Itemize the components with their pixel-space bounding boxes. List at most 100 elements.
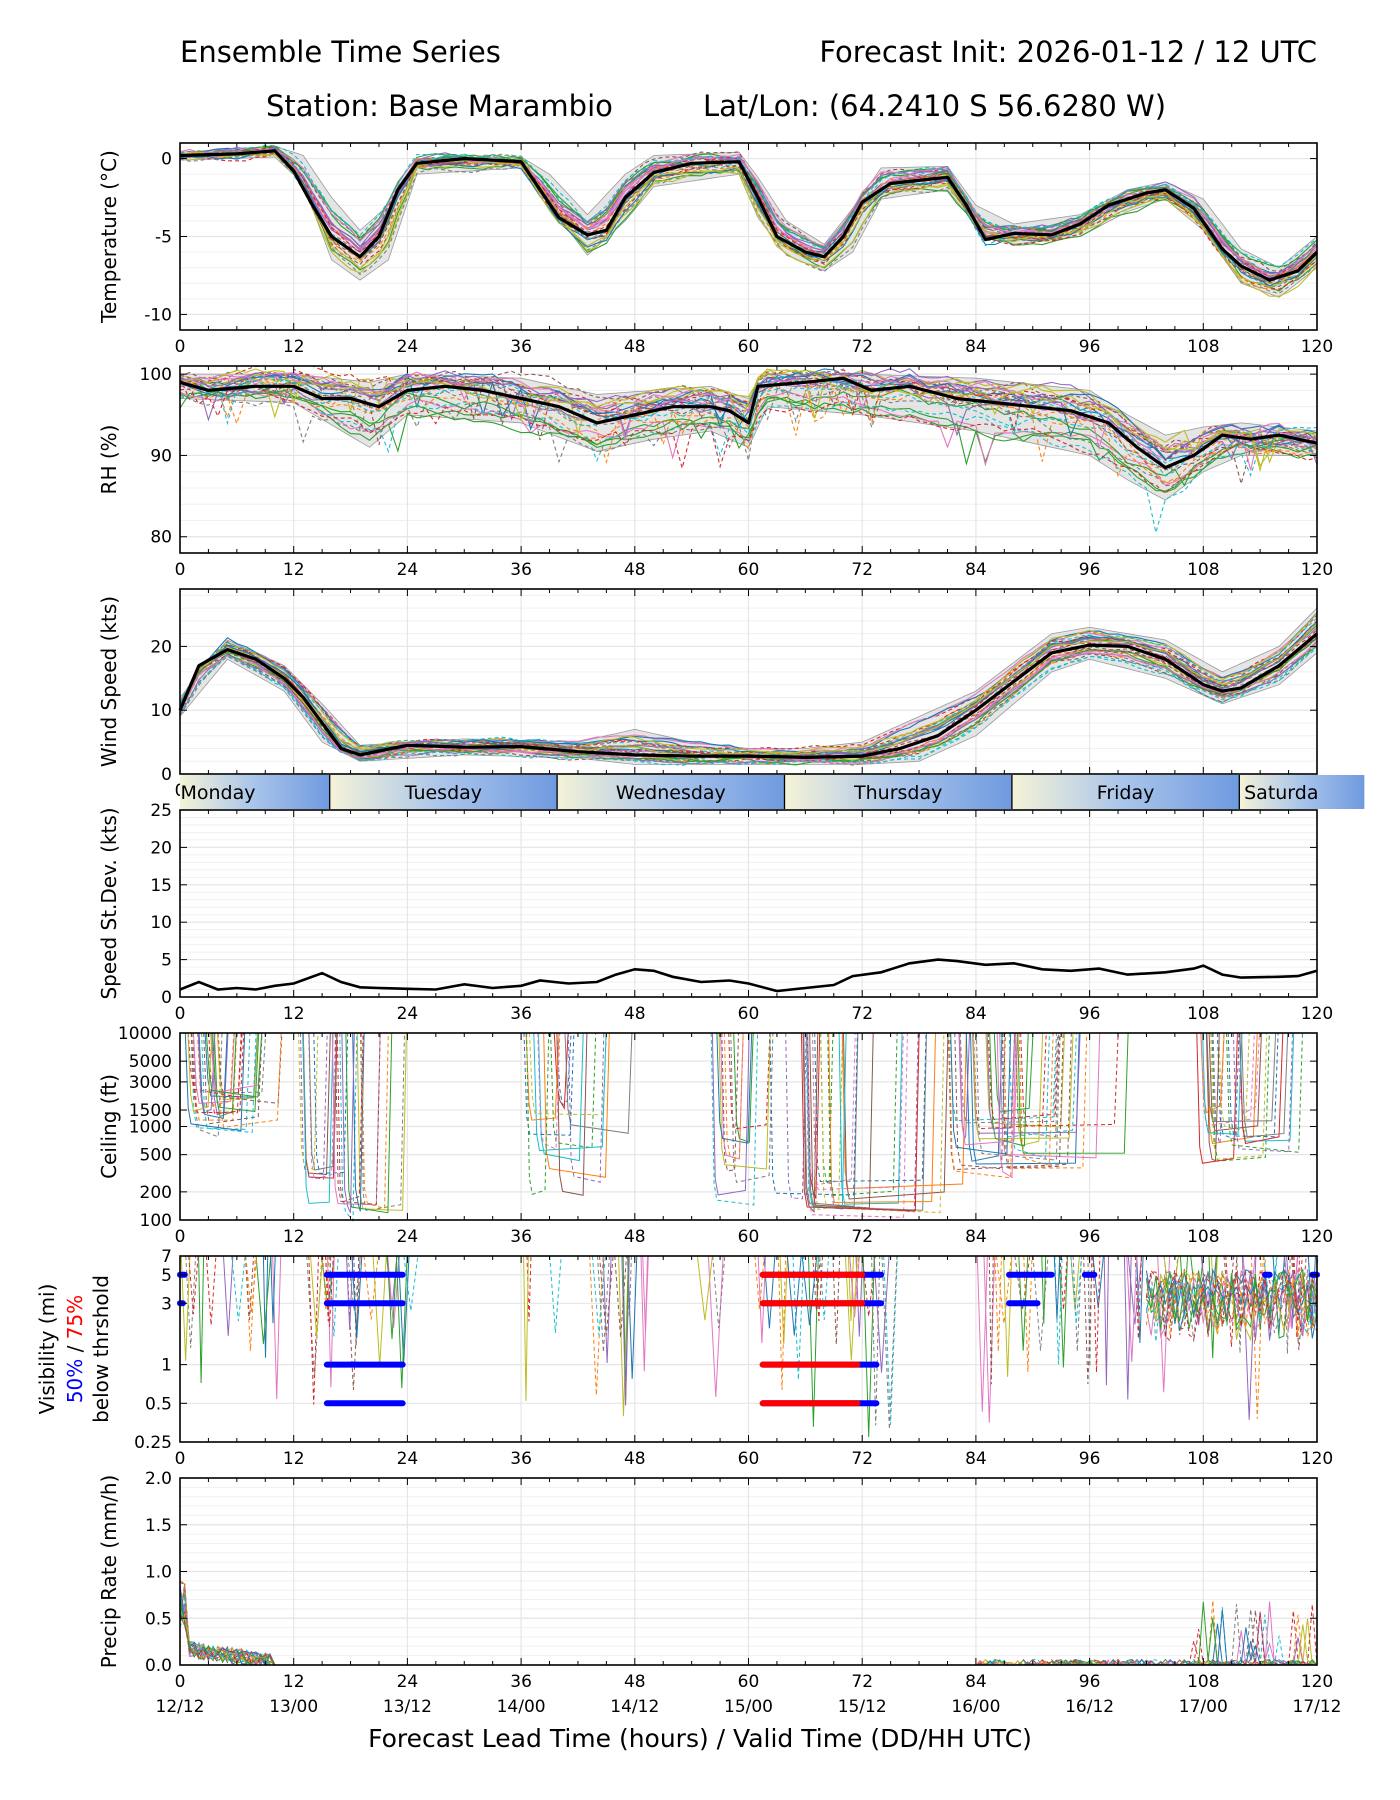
visibility-member-line <box>231 1255 246 1322</box>
rh-member-line <box>179 368 1318 464</box>
day-label: Saturda <box>1244 782 1318 804</box>
visibility-member-line <box>862 1255 875 1438</box>
ceiling-member-line <box>1218 1032 1250 1132</box>
legend-75: 75% <box>63 1295 87 1339</box>
visibility-member-line <box>883 1255 898 1425</box>
visibility-member-line <box>1145 1268 1318 1339</box>
ceiling-member-line <box>838 1032 903 1205</box>
visibility-member-line <box>754 1255 765 1310</box>
stdev-x-tick-label: 84 <box>965 1004 987 1024</box>
day-segment <box>329 775 558 809</box>
visibility-member-line <box>1018 1255 1029 1351</box>
visibility-member-line <box>185 1255 197 1349</box>
visibility-member-line <box>712 1255 726 1329</box>
temperature-member-line <box>179 148 1318 279</box>
visibility-member-line <box>346 1255 354 1330</box>
ceiling-member-line <box>198 1032 228 1120</box>
temperature-y-tick-label: -10 <box>144 305 172 325</box>
visibility-member-line <box>549 1255 562 1333</box>
wind-member-line <box>179 645 1318 766</box>
visibility-x-tick-label: 72 <box>851 1449 873 1469</box>
visibility-y-tick-label: 3 <box>161 1294 172 1314</box>
ceiling-member-line <box>809 1032 874 1209</box>
temperature-y-tick-label: -5 <box>155 228 172 248</box>
ceiling-member-line <box>1020 1032 1119 1127</box>
temperature-member-line <box>179 151 1318 288</box>
stdev-x-tick-label: 24 <box>397 1004 419 1024</box>
visibility-member-line <box>1041 1255 1047 1324</box>
temperature-x-tick-label: 72 <box>851 337 873 357</box>
ceiling-x-tick-label: 0 <box>175 1227 186 1247</box>
wind-mean-line <box>178 632 1319 759</box>
visibility-member-line <box>1053 1255 1061 1320</box>
visibility-legend: 50% / 75% <box>63 1295 87 1403</box>
rh-member-line <box>179 374 1318 477</box>
day-label: Wednesday <box>616 782 726 804</box>
wind-member-line <box>179 644 1318 766</box>
visibility-member-line <box>327 1255 335 1388</box>
valid-time-label: 17/00 <box>1179 1697 1228 1717</box>
temperature-x-tick-label: 12 <box>283 337 305 357</box>
visibility-member-line <box>792 1255 805 1380</box>
valid-time-label: 16/00 <box>951 1697 1000 1717</box>
ceiling-y-tick-label: 5000 <box>129 1052 172 1072</box>
visibility-member-line <box>1136 1255 1144 1344</box>
rh-member-line <box>179 385 1318 495</box>
ceiling-member-line <box>1014 1032 1060 1138</box>
ceiling-member-line <box>526 1032 550 1195</box>
ceiling-member-line <box>361 1032 389 1210</box>
visibility-member-line <box>1145 1270 1318 1339</box>
precip-y-tick-label: 0.5 <box>145 1609 172 1629</box>
stdev-x-tick-label: 108 <box>1187 1004 1219 1024</box>
ceiling-x-tick-label: 24 <box>397 1227 419 1247</box>
visibility-member-line <box>614 1255 627 1338</box>
ceiling-member-line <box>537 1032 561 1150</box>
ceiling-member-line <box>989 1032 1029 1147</box>
visibility-member-line <box>1123 1255 1132 1400</box>
ceiling-member-line <box>1008 1032 1050 1159</box>
visibility-member-line <box>1103 1255 1109 1386</box>
temperature-x-tick-label: 60 <box>738 337 760 357</box>
visibility-member-line <box>976 1255 988 1412</box>
visibility-member-line <box>1092 1255 1101 1373</box>
visibility-member-line <box>786 1255 802 1336</box>
visibility-member-line <box>395 1255 408 1389</box>
ceiling-member-line <box>217 1032 259 1101</box>
rh-member-line <box>179 386 1318 492</box>
stdev-x-tick-label: 60 <box>738 1004 760 1024</box>
day-segment <box>784 775 1012 809</box>
valid-time-label: 14/12 <box>610 1697 659 1717</box>
figure-title: Ensemble Time Series <box>180 35 501 69</box>
visibility-member-line <box>351 1255 363 1339</box>
stdev-x-tick-label: 120 <box>1301 1004 1333 1024</box>
ceiling-member-line <box>360 1032 405 1212</box>
visibility-x-tick-label: 12 <box>283 1449 305 1469</box>
valid-time-label: 15/00 <box>724 1697 773 1717</box>
visibility-member-line <box>627 1255 638 1379</box>
visibility-x-tick-label: 24 <box>397 1449 419 1469</box>
precip-panel: 0 12 24 36 48 60 72 84 96 108 120 0.0 0.5 1.0 1.5 2.0 Pr… <box>97 1469 1333 1692</box>
visibility-member-line <box>386 1255 398 1340</box>
visibility-y-tick-label: 0.25 <box>134 1433 172 1453</box>
stdev-x-tick-label: 12 <box>283 1004 305 1024</box>
ceiling-member-line <box>996 1032 1017 1179</box>
visibility-member-line <box>180 1255 191 1361</box>
visibility-member-line <box>308 1255 319 1405</box>
visibility-member-line <box>1145 1268 1318 1340</box>
ceiling-y-tick-label: 1000 <box>129 1118 172 1138</box>
visibility-member-line <box>1058 1255 1068 1368</box>
ceiling-member-line <box>721 1032 739 1172</box>
ceiling-member-line <box>197 1032 235 1109</box>
temperature-member-line <box>179 148 1318 287</box>
valid-time-label: 17/12 <box>1293 1697 1342 1717</box>
stdev-line <box>179 958 1318 993</box>
ceiling-member-line <box>827 1032 898 1197</box>
day-label: Tuesday <box>404 782 482 804</box>
ceiling-member-line <box>814 1032 927 1183</box>
rh-member-line <box>179 371 1318 471</box>
ceiling-member-line <box>201 1032 257 1134</box>
ceiling-member-line <box>302 1032 334 1204</box>
ceiling-member-line <box>334 1032 381 1205</box>
ceiling-member-line <box>975 1032 1061 1161</box>
wind-y-tick-label: 20 <box>150 637 172 657</box>
